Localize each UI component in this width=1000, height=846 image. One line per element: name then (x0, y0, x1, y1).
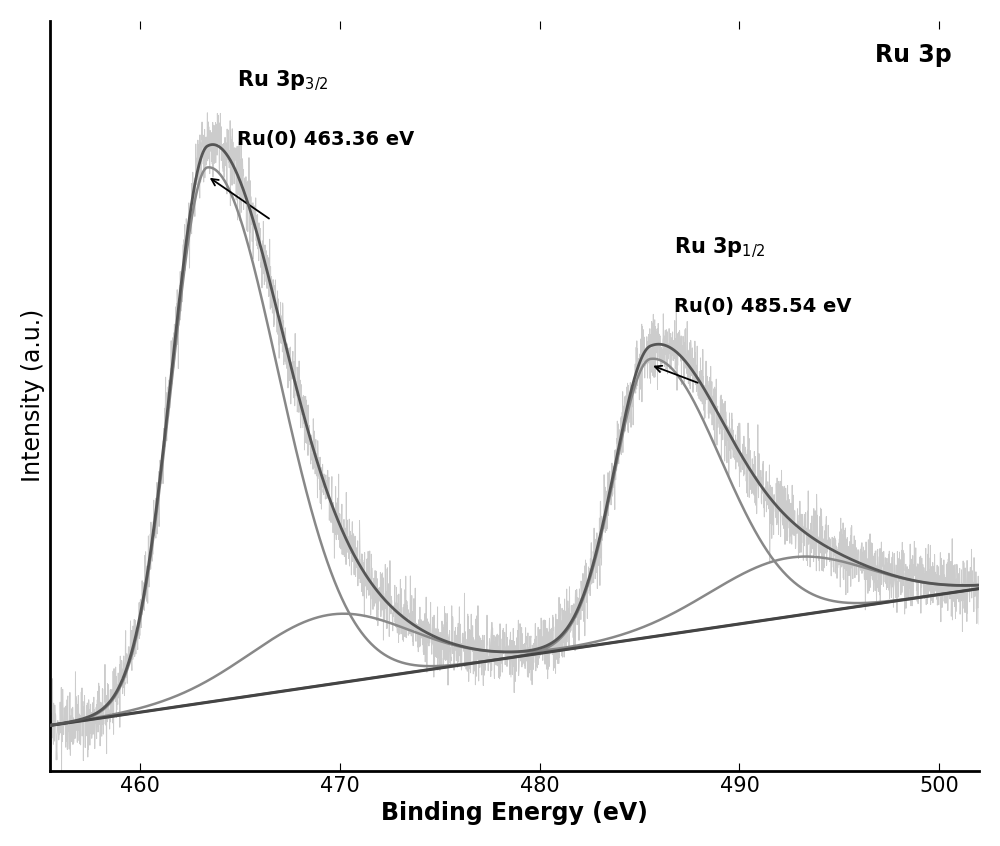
Text: Ru 3p$_{3/2}$: Ru 3p$_{3/2}$ (237, 69, 329, 93)
Text: Ru 3p: Ru 3p (875, 43, 951, 68)
Text: Ru(0) 485.54 eV: Ru(0) 485.54 eV (674, 297, 852, 316)
Text: Ru(0) 463.36 eV: Ru(0) 463.36 eV (237, 129, 415, 149)
X-axis label: Binding Energy (eV): Binding Energy (eV) (381, 801, 648, 825)
Text: Ru 3p$_{1/2}$: Ru 3p$_{1/2}$ (674, 235, 766, 260)
Y-axis label: Intensity (a.u.): Intensity (a.u.) (21, 309, 45, 482)
